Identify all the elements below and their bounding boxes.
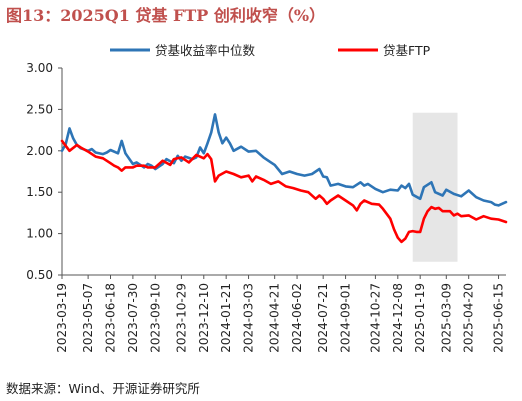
x-tick-label: 2024-10-27: [368, 283, 382, 353]
y-tick-label: 1.50: [26, 185, 53, 199]
x-tick-label: 2023-09-10: [148, 283, 162, 353]
y-tick-label: 3.00: [26, 61, 53, 75]
x-tick-label: 2025-01-19: [413, 283, 427, 353]
y-tick-label: 2.00: [26, 144, 53, 158]
source-note: 数据来源：Wind、开源证券研究所: [6, 381, 200, 396]
series-layer: [60, 113, 508, 244]
x-tick-label: 2024-01-21: [219, 283, 233, 353]
legend-label: 贷基FTP: [383, 43, 431, 58]
x-tick-label: 2024-09-01: [339, 283, 353, 353]
x-tick-label: 2024-04-21: [268, 283, 282, 353]
x-tick-label: 2023-03-19: [55, 283, 69, 353]
x-tick-label: 2024-06-02: [290, 283, 304, 353]
y-tick-label: 1.00: [26, 227, 53, 241]
shaded-period-layer: [412, 112, 458, 262]
chart-title: 图13：2025Q1 贷基 FTP 创利收窄（%）: [6, 6, 326, 25]
legend: 贷基收益率中位数 贷基FTP: [110, 43, 431, 58]
x-tick-label: 2024-12-08: [391, 283, 405, 353]
y-tick-label: 2.50: [26, 102, 53, 116]
x-tick-label: 2023-06-18: [104, 283, 118, 353]
x-tick-label: 2025-06-15: [492, 283, 506, 353]
x-tick-label: 2024-07-21: [316, 283, 330, 353]
shaded-period: [412, 112, 458, 262]
x-tick-label: 2023-10-29: [174, 283, 188, 353]
series-line-loan-yield-median: [60, 113, 508, 207]
x-tick-label: 2025-03-09: [439, 283, 453, 353]
x-tick-label: 2023-05-07: [81, 283, 95, 353]
series-line-loan-ftp: [60, 139, 508, 244]
y-tick-label: 0.50: [26, 268, 53, 282]
x-tick-label: 2023-07-30: [126, 283, 140, 353]
legend-label: 贷基收益率中位数: [155, 43, 256, 58]
x-tick-label: 2025-04-20: [462, 283, 476, 353]
x-tick-label: 2023-12-10: [197, 283, 211, 353]
x-tick-label: 2024-03-03: [242, 283, 256, 353]
